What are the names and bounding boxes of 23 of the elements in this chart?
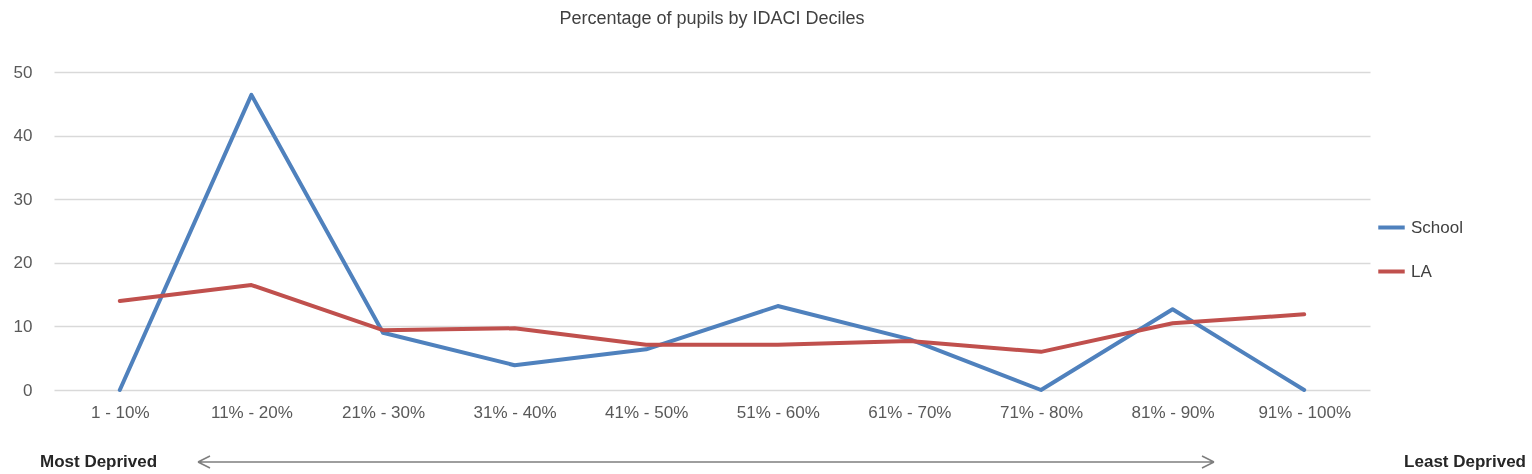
text: Least Deprived [1404,452,1526,472]
x-tick-label: 21% - 30% [341,402,426,422]
text: Most Deprived [40,452,158,472]
x-tick-label: 11% - 20% [210,402,293,422]
y-tick-label: 20 [13,253,33,273]
x-tick-label: 61% - 70% [868,402,952,422]
x-tick-label: 51% - 60% [736,402,820,422]
x-tick-label: 91% - 100% [1258,402,1352,422]
x-tick-label: 31% - 40% [473,402,557,422]
x-tick-label: 41% - 50% [605,402,689,422]
x-tick-label: 1 - 10% [91,402,150,422]
chart-title: Percentage of pupils by IDACI Deciles [559,8,865,28]
y-tick-label: 40 [13,126,33,146]
y-tick-label: 30 [13,189,33,209]
y-tick-label: 50 [13,62,33,82]
legend-label: LA [1411,261,1433,281]
line-series [117,283,1307,354]
x-tick-label: 71% - 80% [999,402,1084,422]
legend-label: School [1411,217,1463,237]
y-tick-label: 0 [23,380,33,400]
x-tick-label: 81% - 90% [1131,402,1215,422]
y-tick-label: 10 [13,316,33,336]
line-series [117,92,1307,392]
